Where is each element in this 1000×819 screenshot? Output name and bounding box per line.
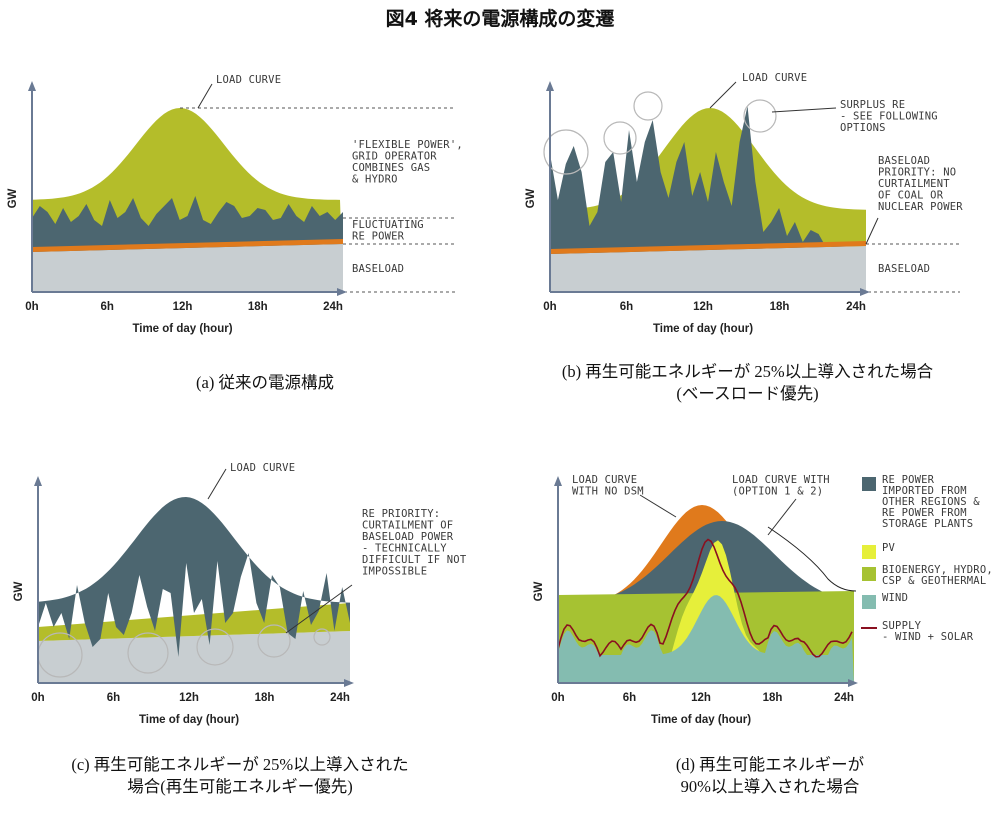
- y-axis-arrow-c: [34, 476, 42, 486]
- fluctuating-re-area: [38, 497, 350, 657]
- surplus-circle-3: [633, 91, 663, 121]
- supply-line: [557, 538, 853, 658]
- re-priority-leader: [285, 584, 353, 634]
- x-tick-label-d: 18h: [763, 692, 783, 704]
- x-tick-label-c: 24h: [330, 692, 350, 704]
- baseload-area: [32, 244, 343, 292]
- baseload-area: [550, 246, 866, 292]
- x-tick-label-b: 18h: [770, 301, 790, 313]
- x-tick-label-d: 12h: [691, 692, 711, 704]
- chart-d: LOAD CURVE WITH NO DSM LOAD CURVE WITH (OPT…: [533, 474, 993, 726]
- legend-label-4: SUPPLY - WIND + SOLAR: [882, 620, 974, 643]
- legend-swatch-3: [862, 595, 876, 609]
- x-axis-title-d: Time of day (hour): [651, 714, 751, 726]
- curtail-circle-5: [313, 628, 331, 646]
- x-tick-label-a: 0h: [25, 301, 38, 313]
- x-axis-arrow-a: [337, 288, 347, 296]
- legend-label-0: RE POWER IMPORTED FROM OTHER REGIONS & RE P…: [882, 474, 980, 530]
- x-tick-label-c: 18h: [255, 692, 275, 704]
- surplus-leader: [771, 107, 837, 113]
- annotation-load-curve: LOAD CURVE: [230, 462, 295, 474]
- annotation-baseload: BASELOAD: [878, 263, 930, 275]
- orange-band: [32, 239, 343, 252]
- x-tick-label-a: 12h: [173, 301, 193, 313]
- y-axis-title-b: GW: [525, 188, 537, 208]
- baseload-area: [38, 631, 350, 683]
- x-tick-label-c: 6h: [107, 692, 120, 704]
- caption-a: (a) 従来の電源構成: [196, 373, 334, 392]
- x-tick-label-a: 24h: [323, 301, 343, 313]
- legend-swatch-0: [862, 477, 876, 491]
- no-dsm-leader: [639, 494, 677, 518]
- y-axis-title-d: GW: [533, 581, 545, 601]
- annotation-fluctuating-re: FLUCTUATING RE POWER: [352, 219, 424, 243]
- x-axis-title-c: Time of day (hour): [139, 714, 239, 726]
- x-tick-label-b: 6h: [620, 301, 633, 313]
- caption-c: (c) 再生可能エネルギーが 25%以上導入された 場合(再生可能エネルギー優先): [71, 755, 409, 796]
- baseload-priority-leader: [865, 217, 879, 245]
- x-axis-title-b: Time of day (hour): [653, 323, 753, 335]
- x-tick-label-c: 12h: [179, 692, 199, 704]
- x-tick-label-a: 18h: [248, 301, 268, 313]
- x-axis-title-a: Time of day (hour): [132, 323, 232, 335]
- y-axis-arrow-d: [554, 476, 562, 486]
- load-curve-leader: [207, 468, 227, 500]
- surplus-circle-2: [603, 121, 637, 155]
- annotation-re-priority: RE PRIORITY: CURTAILMENT OF BASELOAD POWER…: [362, 508, 467, 578]
- legend-label-1: PV: [882, 542, 896, 554]
- wind-area: [558, 595, 854, 683]
- x-axis-arrow-b: [860, 288, 870, 296]
- y-axis-title-c: GW: [13, 581, 25, 601]
- legend-swatch-1: [862, 545, 876, 559]
- x-tick-label-d: 0h: [551, 692, 564, 704]
- annotation-surplus-re: SURPLUS RE - SEE FOLLOWING OPTIONS: [840, 99, 938, 134]
- load-curve-leader: [197, 83, 213, 109]
- chart-a: LOAD CURVE 'FLEXIBLE POWER', GRID OPERATOR…: [7, 74, 463, 335]
- flexible-power-area: [38, 603, 350, 641]
- legend-label-2: BIOENERGY, HYDRO, CSP & GEOTHERMAL: [882, 564, 993, 587]
- curtail-circle-3: [196, 628, 234, 666]
- x-tick-label-b: 12h: [693, 301, 713, 313]
- options-leader: [767, 498, 797, 536]
- caption-b: (b) 再生可能エネルギーが 25%以上導入された場合 (ベースロード優先): [561, 362, 934, 403]
- x-tick-label-a: 6h: [101, 301, 114, 313]
- x-tick-label-d: 24h: [834, 692, 854, 704]
- x-axis-arrow-c: [344, 679, 354, 687]
- annotation-flexible-power: 'FLEXIBLE POWER', GRID OPERATOR COMBINES G…: [352, 139, 463, 186]
- chart-c: LOAD CURVE RE PRIORITY: CURTAILMENT OF BASE…: [13, 462, 467, 726]
- chart-b: LOAD CURVE SURPLUS RE - SEE FOLLOWING OPTIO…: [525, 72, 963, 335]
- load-curve-with-options-line: [767, 526, 857, 592]
- caption-d: (d) 再生可能エネルギーが 90%以上導入された場合: [675, 755, 865, 796]
- annotation-load-curve: LOAD CURVE: [742, 72, 807, 84]
- y-axis-arrow-a: [28, 81, 36, 91]
- annotation-baseload: BASELOAD: [352, 263, 404, 275]
- curtail-circle-4: [257, 624, 291, 658]
- load-curve-leader: [709, 81, 737, 109]
- x-tick-label-b: 24h: [846, 301, 866, 313]
- x-tick-label-c: 0h: [31, 692, 44, 704]
- y-axis-title-a: GW: [7, 188, 19, 208]
- x-axis-arrow-d: [848, 679, 858, 687]
- annotation-with-options: LOAD CURVE WITH (OPTION 1 & 2): [732, 474, 830, 498]
- curtail-circle-2: [127, 632, 169, 674]
- annotation-load-curve: LOAD CURVE: [216, 74, 281, 86]
- orange-band: [550, 241, 866, 254]
- y-axis-arrow-b: [546, 81, 554, 91]
- figure-title: 図4 将来の電源構成の変遷: [385, 8, 615, 30]
- x-tick-label-d: 6h: [623, 692, 636, 704]
- legend-label-3: WIND: [882, 592, 908, 604]
- annotation-no-dsm: LOAD CURVE WITH NO DSM: [572, 474, 644, 498]
- surplus-circle-1: [543, 129, 589, 175]
- x-tick-label-b: 0h: [543, 301, 556, 313]
- annotation-baseload-priority: BASELOAD PRIORITY: NO CURTAILMENT OF COAL O…: [878, 155, 963, 213]
- surplus-circle-4: [743, 99, 777, 133]
- legend-swatch-2: [862, 567, 876, 581]
